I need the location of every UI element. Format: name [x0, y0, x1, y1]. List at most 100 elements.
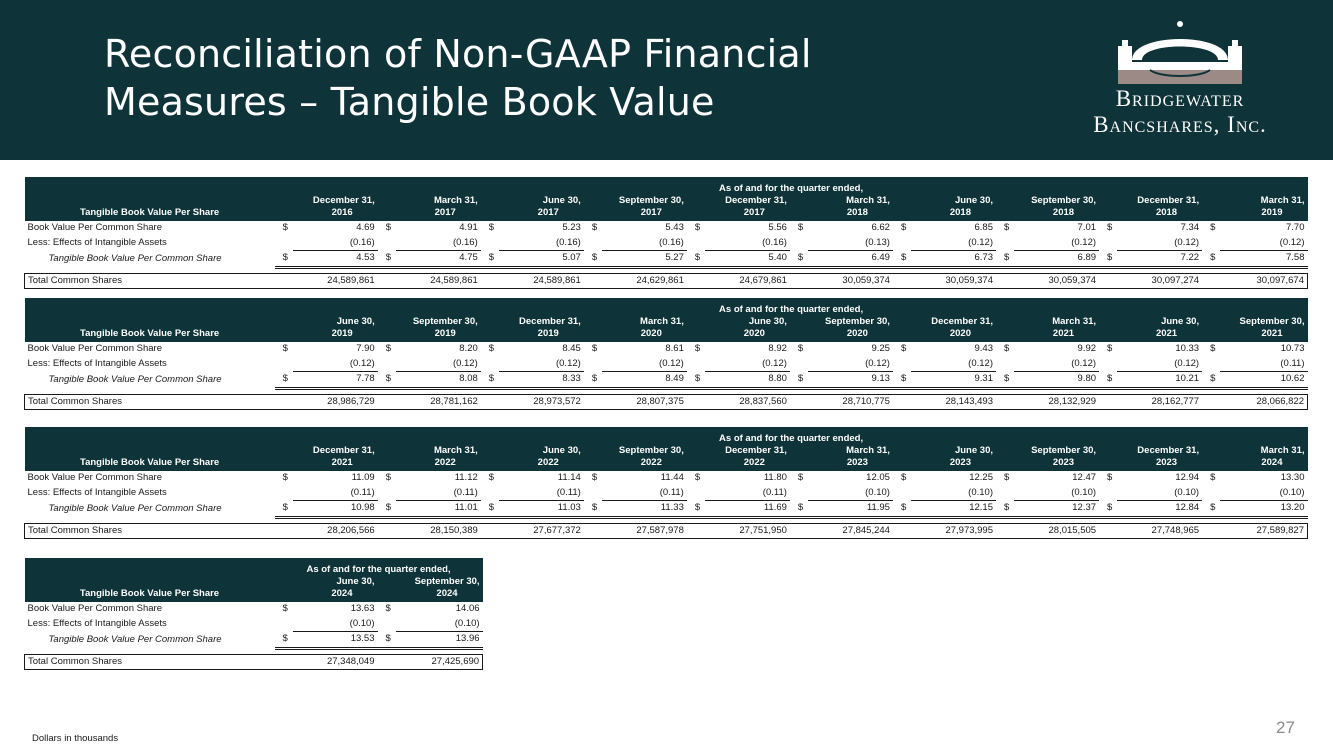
- period-year: 2021: [1052, 328, 1075, 339]
- currency-symbol: $: [1107, 472, 1113, 483]
- currency-symbol: $: [488, 343, 495, 354]
- value-cell: (0.10): [807, 485, 893, 501]
- header-span-row: Tangible Book Value Per Share As of and f…: [24, 298, 1308, 342]
- period-year: 2023: [1155, 457, 1178, 468]
- value-cell: (0.10): [910, 485, 996, 501]
- period-header: September 30, 2022: [583, 445, 687, 471]
- period-header: December 31, 2018: [1099, 195, 1203, 221]
- value-cell: 8.33: [498, 371, 584, 390]
- header-span-row: Tangible Book Value Per Share As of and f…: [24, 177, 1308, 221]
- period-header: September 30, 2024: [377, 576, 483, 602]
- shares-cell: 28,837,560: [686, 393, 790, 410]
- value-cell: (0.10): [395, 616, 483, 632]
- value-cell: 10.62: [1220, 371, 1308, 390]
- currency-spacer: [1099, 357, 1117, 372]
- shares-cell: 24,629,861: [583, 272, 687, 289]
- value-cell: (0.12): [1014, 356, 1100, 372]
- shares-cell: 28,162,777: [1099, 393, 1203, 410]
- period-year: 2021: [1155, 328, 1178, 339]
- row-total-common-shares: Total Common Shares 27,348,049 27,425,690: [24, 653, 484, 670]
- period-date: June 30,: [542, 445, 581, 456]
- currency-spacer: [1099, 236, 1117, 251]
- currency-symbol: $: [1210, 222, 1216, 233]
- shares-cell: 27,973,995: [892, 522, 996, 539]
- currency-symbol: $: [591, 222, 598, 233]
- period-header: December 31, 2017: [686, 195, 790, 221]
- period-date: March 31,: [846, 445, 890, 456]
- period-date: March 31,: [1260, 445, 1305, 456]
- currency-symbol: $: [1004, 222, 1010, 233]
- period-header: December 31, 2023: [1099, 445, 1203, 471]
- row-book-value: Book Value Per Common Share $13.63 $14.06: [25, 602, 483, 617]
- value-cell: 13.53: [292, 631, 378, 650]
- currency-symbol: $: [797, 222, 804, 233]
- period-year: 2023: [1052, 457, 1075, 468]
- value-cell: 7.01: [1077, 222, 1097, 233]
- currency-spacer: [790, 486, 808, 501]
- period-header: September 30, 2018: [996, 195, 1100, 221]
- currency-symbol: $: [480, 371, 499, 390]
- value-cell: (0.13): [807, 235, 893, 251]
- value-cell: 10.73: [1280, 343, 1305, 354]
- currency-symbol: $: [1004, 472, 1010, 483]
- period-year: 2022: [640, 457, 662, 468]
- value-cell: 5.43: [665, 222, 684, 233]
- period-year: 2017: [537, 207, 559, 218]
- value-cell: 13.20: [1220, 500, 1308, 519]
- value-cell: (0.12): [292, 356, 378, 372]
- tangible-book-value-table-4: Tangible Book Value Per Share As of and f…: [24, 558, 484, 670]
- period-header: December 31, 2020: [892, 316, 996, 342]
- footnote: Dollars in thousands: [32, 733, 119, 744]
- period-year: 2024: [436, 588, 458, 599]
- shares-cell: 24,589,861: [274, 272, 378, 289]
- shares-cell: 30,059,374: [996, 272, 1100, 289]
- period-year: 2020: [949, 328, 971, 339]
- currency-symbol: $: [1004, 343, 1010, 354]
- row-label: Tangible Book Value Per Common Share: [48, 373, 222, 385]
- header-span-row: Tangible Book Value Per Share As of and f…: [24, 558, 483, 602]
- value-cell: 8.92: [768, 343, 787, 354]
- tangible-book-value-table-2: Tangible Book Value Per Share As of and f…: [23, 298, 1309, 410]
- period-date: September 30,: [1031, 195, 1097, 206]
- value-cell: (0.16): [292, 235, 378, 251]
- value-cell: (0.11): [395, 485, 481, 501]
- period-header: December 31, 2021: [274, 445, 378, 471]
- currency-spacer: [378, 486, 396, 501]
- currency-symbol: $: [892, 250, 911, 269]
- period-year: 2020: [640, 328, 662, 339]
- value-cell: 4.53: [292, 250, 378, 269]
- currency-symbol: $: [996, 500, 1014, 519]
- period-header: June 30, 2023: [892, 445, 996, 471]
- currency-spacer: [893, 236, 911, 251]
- row-total-common-shares: Total Common Shares 28,986,729 28,781,162 2…: [23, 393, 1309, 410]
- currency-symbol: $: [996, 371, 1014, 390]
- currency-symbol: $: [789, 371, 808, 390]
- value-cell: 11.14: [557, 472, 581, 483]
- currency-symbol: $: [1202, 371, 1221, 390]
- value-cell: 10.33: [1175, 343, 1200, 354]
- period-date: December 31,: [312, 195, 375, 206]
- period-date: June 30,: [336, 316, 375, 327]
- currency-symbol: $: [377, 250, 396, 269]
- row-tangible: Tangible Book Value Per Common Share $7.7…: [25, 371, 1308, 390]
- shares-cell: 28,986,729: [274, 393, 378, 410]
- period-header: March 31, 2017: [377, 195, 481, 221]
- value-cell: (0.16): [601, 235, 687, 251]
- currency-symbol: $: [274, 500, 293, 519]
- currency-symbol: $: [686, 500, 705, 519]
- value-cell: 11.09: [351, 472, 375, 483]
- value-cell: (0.16): [498, 235, 584, 251]
- value-cell: 13.96: [395, 631, 483, 650]
- period-date: December 31,: [312, 445, 375, 456]
- shares-cell: 30,097,274: [1099, 272, 1203, 289]
- shares-cell: 24,589,861: [377, 272, 481, 289]
- period-date: September 30,: [412, 316, 478, 327]
- row-label: Tangible Book Value Per Common Share: [48, 633, 222, 645]
- currency-spacer: [275, 486, 293, 501]
- value-cell: 11.12: [454, 472, 478, 483]
- row-label: Book Value Per Common Share: [27, 222, 162, 233]
- currency-spacer: [378, 617, 396, 632]
- value-cell: 6.49: [807, 250, 893, 269]
- period-date: March 31,: [1052, 316, 1097, 327]
- value-cell: 5.56: [768, 222, 787, 233]
